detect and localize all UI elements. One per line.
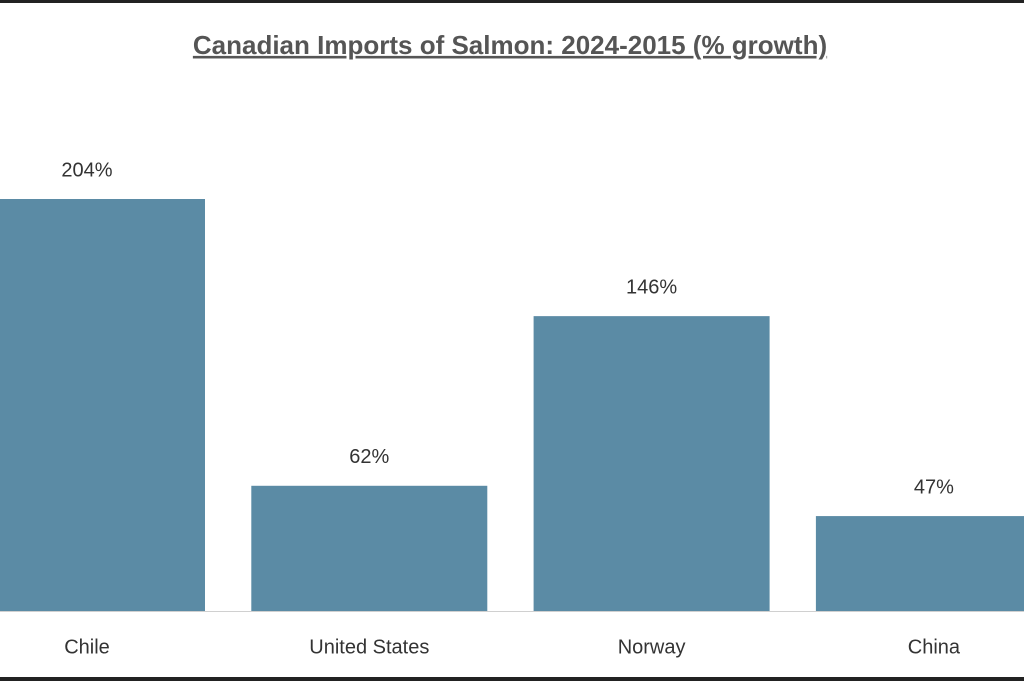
x-tick-label: Norway <box>618 636 686 658</box>
bar <box>815 516 1024 611</box>
x-tick-label: China <box>908 636 961 658</box>
bar <box>0 199 205 611</box>
chart-title: Canadian Imports of Salmon: 2024-2015 (%… <box>193 30 827 60</box>
value-label: 47% <box>914 476 954 498</box>
bar <box>533 316 770 611</box>
value-label: 62% <box>349 446 389 468</box>
bar <box>251 485 488 611</box>
value-label: 146% <box>626 276 677 298</box>
x-tick-label: Chile <box>64 636 110 658</box>
value-label: 204% <box>61 159 112 181</box>
x-tick-label: United States <box>309 636 429 658</box>
top-border <box>0 0 1024 3</box>
bottom-border <box>0 677 1024 681</box>
